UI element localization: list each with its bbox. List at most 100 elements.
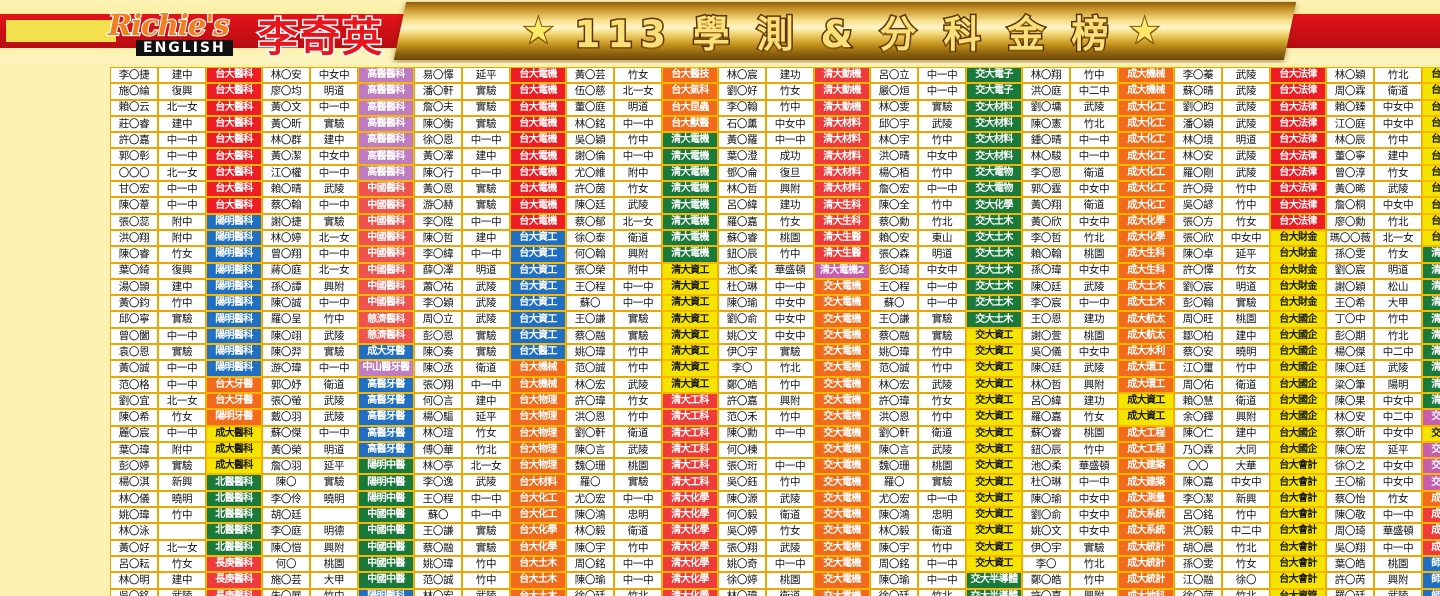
table-row: 呂〇緯 建功 清大生科 (718, 197, 870, 214)
student-school: 明道 (918, 246, 966, 263)
student-name: 魏〇珊 (870, 458, 918, 475)
student-school: 實驗 (918, 474, 966, 491)
table-row: 林〇宏 武陵 清大資工 (566, 376, 718, 393)
table-row: 吳〇儀 中女中 成大水利 (1022, 344, 1174, 361)
admitted-department: 台大醫科 (206, 67, 262, 84)
student-name: 周〇琦 (1326, 523, 1374, 540)
student-name: 詹〇宏 (870, 181, 918, 198)
student-school: 曉明 (1222, 344, 1270, 361)
student-school: 北一女 (310, 262, 358, 279)
student-school: 實驗 (462, 115, 510, 133)
admitted-department: 成大數學 (1422, 507, 1440, 524)
student-school: 武陵 (1222, 164, 1270, 182)
student-school: 竹中 (1222, 197, 1270, 214)
table-row: 林〇翔 竹中 成大機械 (1022, 67, 1174, 84)
student-name: 吳〇儀 (1022, 344, 1070, 361)
admitted-department: 台大土木 (510, 588, 566, 596)
student-name: 陳〇廷 (1022, 360, 1070, 377)
student-name: 羅〇 (566, 474, 614, 491)
table-row: 彭〇婷 實驗 成大醫科 (110, 458, 262, 475)
student-name: 賴〇云 (110, 99, 158, 116)
admitted-department: 台大資工 (510, 295, 566, 312)
student-school: 竹女 (766, 83, 814, 100)
student-name: 尤〇宏 (870, 490, 918, 508)
student-school: 中女中 (1374, 115, 1422, 133)
student-name: 杜〇琳 (1022, 474, 1070, 491)
student-name: 林〇安 (1174, 148, 1222, 165)
student-school: 武陵 (462, 474, 510, 491)
student-school: 竹女 (158, 246, 206, 263)
student-school: 竹女 (1222, 213, 1270, 230)
student-school: 實驗 (310, 344, 358, 361)
logo-sub-text: ENGLISH (136, 40, 233, 56)
table-row: 洪〇晴 中女中 交大材料 (870, 148, 1022, 165)
table-row: 孫〇瑋 中女中 成大生科 (1022, 262, 1174, 279)
results-board: 李〇捷 建中 台大醫科 施〇綸 復興 台大醫科 賴〇云 北一女 台大醫科 莊〇睿 建中 台大醫科 許〇嘉… (110, 67, 1440, 596)
admitted-department: 台大法律 (1270, 197, 1326, 214)
student-name: 伊〇宇 (1022, 539, 1070, 556)
admitted-department: 交大土木 (966, 311, 1022, 328)
student-name: 蔡〇翰 (262, 197, 310, 214)
table-row: 黃〇欣 中女中 成大化學 (1022, 213, 1174, 230)
header-red-bar-right (1280, 14, 1440, 48)
admitted-department: 台大電機 (510, 115, 566, 133)
student-name: 陳〇希 (110, 409, 158, 426)
table-row: 劉〇軒 衛道 交大資工 (870, 425, 1022, 442)
student-name: 黃〇潔 (262, 148, 310, 165)
student-name: 蘇〇晴 (1174, 83, 1222, 100)
table-row: 李〇翰 竹中 清大動機 (718, 99, 870, 116)
table-row: 呂〇耘 竹女 長庚醫科 (110, 555, 262, 573)
student-name: 羅〇廷 (1326, 588, 1374, 596)
student-name: 蘇〇 (414, 507, 462, 524)
table-row: 蔣〇庭 北一女 中國醫科 (262, 262, 414, 279)
admitted-department: 交大半導體 (966, 588, 1022, 596)
student-name: 李〇 (1022, 555, 1070, 573)
table-row: 謝〇萱 桃園 成大航太 (1022, 327, 1174, 345)
student-name: 林〇哲 (718, 181, 766, 198)
admitted-department: 師大國文 (1422, 588, 1440, 596)
admitted-department: 成大航太 (1118, 311, 1174, 328)
student-name: 王〇希 (1326, 295, 1374, 312)
student-name: 林〇駿 (1022, 148, 1070, 165)
student-name: 黃〇昕 (262, 115, 310, 133)
student-name: 周〇銘 (870, 555, 918, 573)
brand-logo[interactable]: Richie's ENGLISH 李奇英文 (107, 4, 408, 63)
admitted-department: 台大醫科 (206, 99, 262, 116)
student-name: 陳〇勳 (718, 425, 766, 442)
admitted-department: 台大會計 (1270, 523, 1326, 540)
student-school: 實驗 (310, 213, 358, 230)
student-school: 明道 (1222, 132, 1270, 149)
admitted-department: 成大化工 (1118, 197, 1174, 214)
page-title-text: 113 學 測 & 分 科 金 榜 (573, 12, 1116, 58)
table-row: 陳〇源 武陵 交大電機 (718, 490, 870, 508)
table-row: 張〇翔 中一中 台大機械 (414, 376, 566, 393)
admitted-department: 高醫醫科 (358, 83, 414, 100)
table-row: 周〇霖衛道台大政治 (1326, 83, 1440, 100)
table-row: 許〇瑋 竹女 交大資工 (870, 392, 1022, 410)
column-group-g5: 林〇宸 建功 清大動機 劉〇好 竹女 清大動機 李〇翰 竹中 清大動機 石〇薰 中女中 清大材料 黃〇羅… (718, 67, 870, 596)
table-row: 池〇柔 華盛頓 清大電機2 (718, 262, 870, 279)
student-school: 竹北 (766, 360, 814, 377)
table-row: 陳〇瑜 中一中 交大半導體 (870, 572, 1022, 589)
table-row: 葉〇綺 復興 陽明醫科 (110, 262, 262, 279)
student-name: 李〇陞 (414, 213, 462, 230)
admitted-department: 台大會計 (1270, 572, 1326, 589)
admitted-department: 台大會計 (1270, 539, 1326, 556)
student-school: 竹中 (1070, 572, 1118, 589)
admitted-department: 陽明中醫 (358, 490, 414, 508)
table-row: 周〇佑 衛道 台大國企 (1174, 376, 1326, 393)
student-name: 黃〇晞 (1326, 181, 1374, 198)
student-name: 蘇〇睿 (718, 229, 766, 247)
student-name: 徐〇恩 (414, 132, 462, 149)
admitted-department: 台大工管 (1422, 115, 1440, 133)
table-row: 李〇 竹北 交大電機 (718, 360, 870, 377)
admitted-department: 長庚醫科 (206, 588, 262, 596)
student-name: 李〇蓁 (1174, 67, 1222, 84)
admitted-department: 台大國企 (1270, 425, 1326, 442)
table-row: 林〇安中二中交大工管 (1326, 409, 1440, 426)
student-name: 王〇恩 (1022, 311, 1070, 328)
admitted-department: 清大電機 (662, 148, 718, 165)
student-school: 中一中 (614, 115, 662, 133)
student-school: 北一女 (158, 99, 206, 116)
student-school: 桃園 (766, 229, 814, 247)
